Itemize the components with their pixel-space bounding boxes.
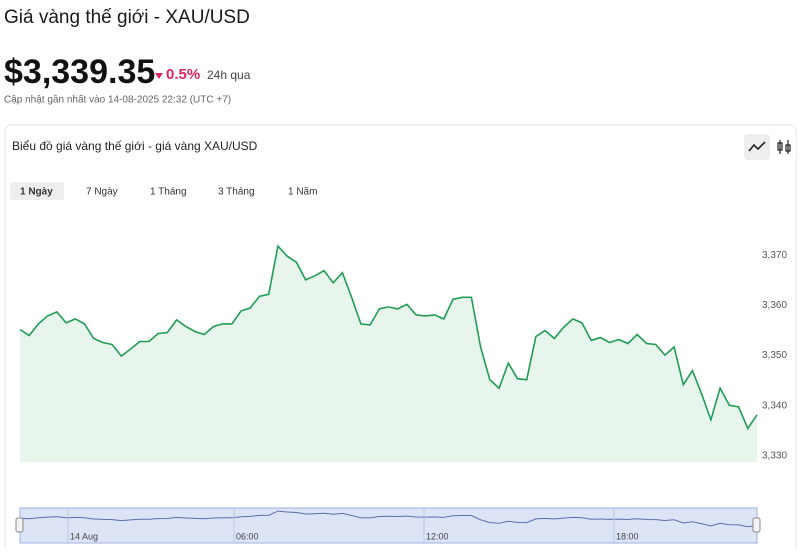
tabs: 1 Ngày 7 Ngày 1 Tháng 3 Tháng 1 Năm (10, 182, 317, 200)
updated: Cập nhật gần nhất vào 14-08-2025 22:32 (… (4, 94, 231, 106)
candle-icon (777, 140, 791, 154)
y-tick-label: 3,370 (762, 250, 787, 261)
navigator-handle-left[interactable] (15, 517, 24, 533)
navigator[interactable] (19, 507, 758, 544)
tab[interactable]: 7 Ngày (86, 187, 118, 198)
tab[interactable]: 1 Năm (288, 187, 317, 198)
change: 0.5% (166, 66, 200, 83)
price: $3,339.35 (4, 53, 155, 91)
navigator-content: 14 Aug 06:00 12:00 18:00 (19, 508, 758, 543)
chart-title: Biểu đồ giá vàng thế giới - giá vàng XAU… (12, 139, 258, 153)
navigator-label: 18:00 (616, 531, 639, 541)
line-icon (748, 141, 766, 152)
page-title: Giá vàng thế giới - XAU/USD (4, 7, 250, 28)
navigator-line (19, 510, 758, 528)
tab[interactable]: 1 Tháng (150, 187, 187, 198)
navigator-label: 06:00 (236, 531, 259, 541)
y-tick-label: 3,330 (762, 451, 787, 462)
y-tick-label: 3,360 (762, 300, 787, 311)
navigator-handle-right[interactable] (752, 517, 761, 533)
tab[interactable]: 1 Ngày (20, 187, 53, 198)
period: 24h qua (207, 68, 251, 82)
navigator-label: 14 Aug (70, 531, 98, 541)
y-tick-label: 3,340 (762, 400, 787, 411)
down-arrow (155, 73, 163, 79)
navigator-label: 12:00 (426, 531, 449, 541)
price-line (19, 244, 758, 431)
plot: 3,330 3,340 3,350 3,360 3,370 (19, 244, 787, 462)
tab[interactable]: 3 Tháng (218, 187, 255, 198)
candle-mode-button[interactable] (772, 134, 796, 160)
y-tick-label: 3,350 (762, 350, 787, 361)
area (20, 246, 757, 462)
tab-active-bg (10, 182, 64, 200)
